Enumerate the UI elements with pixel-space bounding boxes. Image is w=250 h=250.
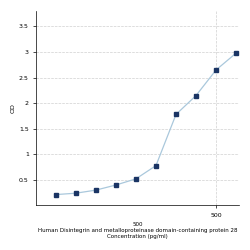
X-axis label: 500
Human Disintegrin and metalloproteinase domain-containing protein 28
Concent: 500 Human Disintegrin and metalloprotein…	[38, 222, 237, 239]
Y-axis label: OD: OD	[11, 103, 16, 113]
